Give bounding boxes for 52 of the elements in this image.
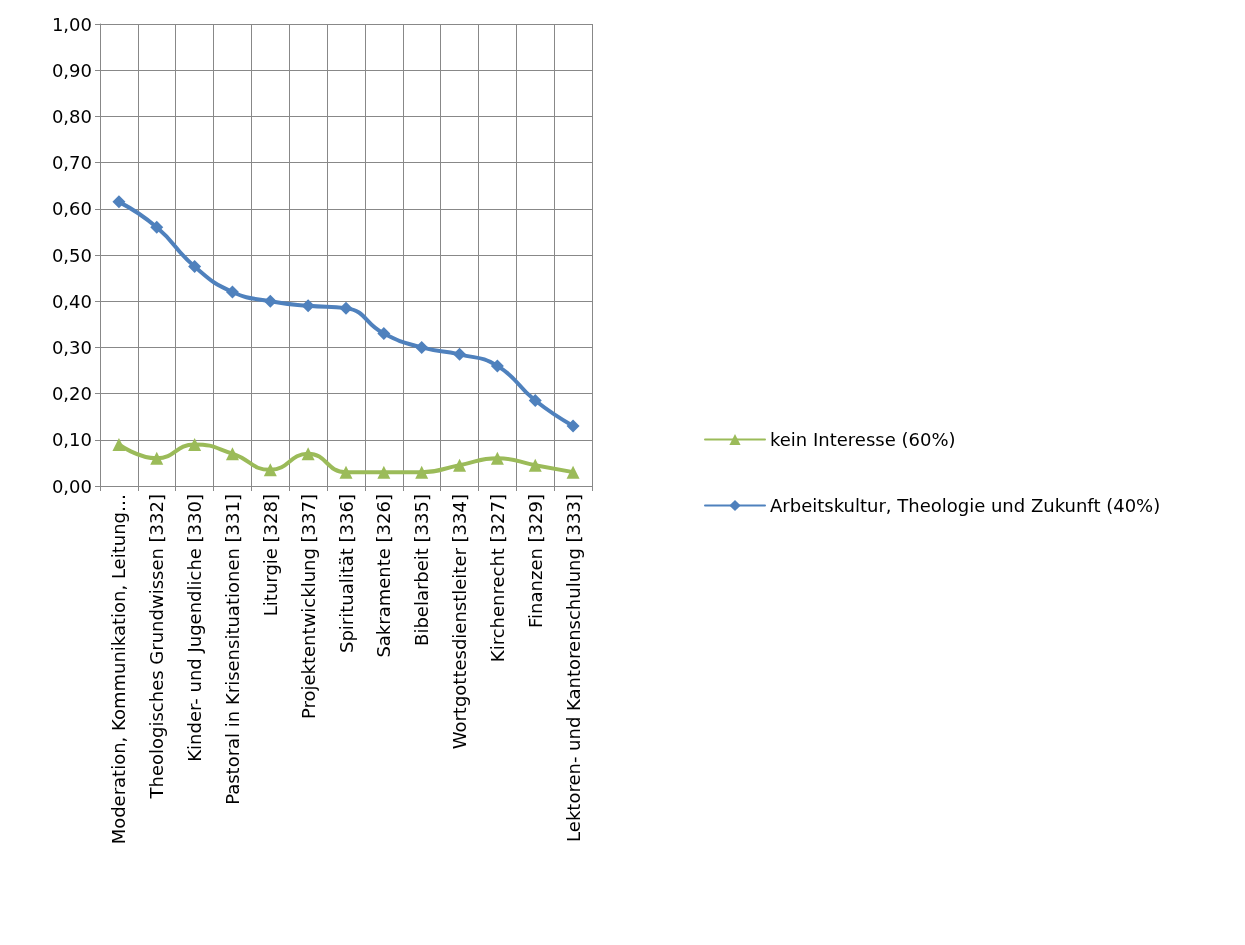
point [112, 195, 126, 209]
y-tick-label: 1,00 [51, 13, 92, 35]
y-tick-label: 0,60 [51, 198, 92, 220]
point [112, 437, 126, 451]
point [225, 285, 239, 299]
point [339, 465, 353, 479]
y-tick-label: 0,90 [51, 59, 92, 81]
x-tick-label: Moderation, Kommunikation, Leitung… [108, 494, 130, 845]
x-tick-label: Theologisches Grundwissen [332] [146, 494, 168, 800]
point [263, 294, 277, 308]
point [490, 451, 504, 465]
x-tick-label: Bibelarbeit [335] [411, 494, 433, 646]
point [377, 327, 391, 341]
x-tick-label: Wortgottesdienstleiter [334] [449, 494, 471, 750]
point [415, 465, 429, 479]
point [188, 260, 202, 274]
point [150, 220, 164, 234]
x-tick-label: Kirchenrecht [327] [486, 494, 508, 663]
y-tick-label: 0,00 [51, 475, 92, 497]
point [566, 465, 580, 479]
x-tick-label: Projektentwicklung [337] [297, 494, 319, 720]
point [490, 359, 504, 373]
y-tick-label: 0,30 [51, 336, 92, 358]
x-tick-label: Sakramente [326] [373, 494, 395, 658]
point [528, 458, 542, 472]
point [263, 463, 277, 477]
y-tick-label: 0,70 [51, 152, 92, 174]
point [453, 458, 467, 472]
point [301, 299, 315, 313]
point [528, 394, 542, 408]
x-tick-label: Liturgie [328] [259, 494, 281, 617]
point [566, 419, 580, 433]
x-tick-label: Pastoral in Krisensituationen [331] [221, 494, 243, 805]
point [301, 447, 315, 461]
y-tick-label: 0,80 [51, 105, 92, 127]
point [225, 447, 239, 461]
x-tick-label: Kinder- und Jugendliche [330] [184, 494, 206, 762]
point [150, 451, 164, 465]
x-tick-label: Finanzen [329] [524, 494, 546, 628]
point [415, 340, 429, 354]
point [339, 301, 353, 315]
x-tick-label: Lektoren- und Kantorenschulung [333] [562, 494, 584, 842]
y-tick-label: 0,50 [51, 244, 92, 266]
y-tick-label: 0,40 [51, 290, 92, 312]
y-tick-label: 0,20 [51, 383, 92, 405]
point [453, 347, 467, 361]
legend-label: kein Interesse (60%) [770, 429, 956, 450]
x-tick-label: Spiritualität [336] [335, 494, 357, 654]
point [377, 465, 391, 479]
legend-label: Arbeitskultur, Theologie und Zukunft (40%) [770, 495, 1161, 516]
y-tick-label: 0,10 [51, 429, 92, 451]
point [188, 437, 202, 451]
